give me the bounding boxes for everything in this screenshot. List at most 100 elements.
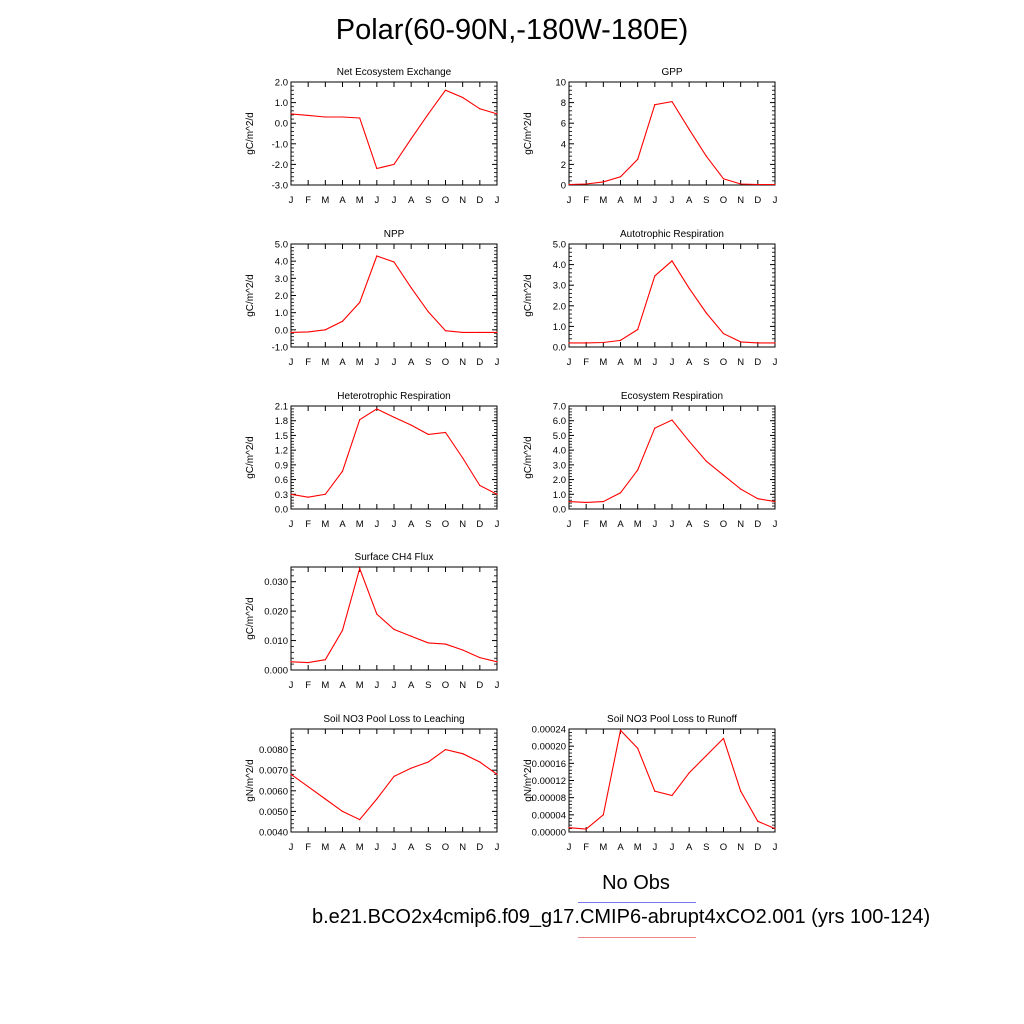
- y-tick-label: 0.00016: [532, 759, 566, 770]
- x-tick-label: A: [686, 842, 693, 853]
- data-point: [290, 113, 292, 115]
- x-tick-label: J: [392, 680, 397, 691]
- x-tick-label: S: [425, 519, 431, 530]
- data-point: [341, 810, 344, 813]
- y-tick-label: 5.0: [275, 240, 288, 251]
- y-tick-label: 8: [561, 98, 566, 109]
- y-tick-label: -1.0: [272, 139, 288, 150]
- y-tick-label: 0.0040: [259, 828, 288, 839]
- x-tick-label: J: [495, 357, 500, 368]
- data-point: [359, 567, 361, 570]
- data-point: [757, 183, 759, 186]
- plot-frame: [568, 81, 776, 186]
- y-tick-label: 0.00000: [532, 828, 566, 839]
- x-tick-label: F: [305, 195, 311, 206]
- data-point: [479, 108, 481, 110]
- x-tick-label: N: [737, 842, 744, 853]
- y-tick-label: 3.0: [553, 460, 566, 471]
- x-tick-label: D: [754, 195, 761, 206]
- data-point: [602, 814, 604, 816]
- data-point: [307, 786, 309, 788]
- data-point: [568, 827, 570, 829]
- chart-panel-4: Autotrophic Respiration gC/m^2/d 0.0 1.0 2.0…: [523, 229, 778, 368]
- y-tick-label: 1.8: [275, 416, 288, 427]
- x-tick-label: S: [703, 842, 709, 853]
- y-tick-label: 0.010: [264, 636, 288, 647]
- x-tick-label: N: [737, 519, 744, 530]
- x-tick-label: J: [567, 357, 572, 368]
- series-line: [290, 566, 498, 664]
- data-point: [393, 416, 395, 418]
- series-line: [568, 419, 776, 503]
- x-tick-label: M: [321, 519, 329, 530]
- x-tick-label: J: [495, 519, 500, 530]
- data-point: [496, 493, 498, 495]
- x-tick-label: M: [356, 195, 364, 206]
- data-point: [341, 320, 344, 322]
- x-tick-label: S: [703, 195, 709, 206]
- y-tick-label: 2.0: [553, 475, 566, 486]
- y-axis-label: gN/m^2/d: [523, 759, 534, 802]
- x-tick-label: A: [686, 357, 693, 368]
- y-tick-label: 0.0060: [259, 786, 288, 797]
- x-tick-label: D: [476, 842, 483, 853]
- data-point: [359, 419, 361, 421]
- x-tick-label: M: [356, 842, 364, 853]
- x-tick-label: N: [459, 680, 466, 691]
- data-point: [324, 493, 326, 495]
- data-point: [722, 178, 725, 180]
- series-line: [290, 255, 497, 333]
- x-tick-label: J: [567, 842, 572, 853]
- data-point: [688, 772, 690, 774]
- x-tick-label: F: [583, 842, 589, 853]
- data-point: [722, 474, 725, 476]
- y-tick-label: 0.00004: [532, 810, 566, 821]
- x-tick-label: J: [773, 842, 778, 853]
- data-point: [688, 128, 690, 130]
- data-point: [324, 659, 326, 661]
- data-point: [619, 339, 622, 342]
- data-point: [307, 662, 309, 664]
- data-point: [324, 329, 326, 331]
- data-point: [654, 427, 656, 429]
- x-tick-label: D: [476, 195, 483, 206]
- x-tick-label: M: [599, 519, 607, 530]
- data-point: [619, 176, 622, 178]
- x-tick-label: A: [617, 357, 624, 368]
- page-title: Polar(60-90N,-180W-180E): [335, 14, 689, 46]
- x-tick-label: J: [652, 842, 657, 853]
- x-tick-label: O: [442, 680, 449, 691]
- y-tick-label: 0.0: [275, 505, 288, 516]
- y-tick-label: 5.0: [553, 431, 566, 442]
- data-point: [393, 628, 395, 630]
- y-tick-label: 0.000: [264, 666, 288, 677]
- data-point: [688, 287, 690, 289]
- data-point: [585, 828, 587, 830]
- y-axis-label: gC/m^2/d: [523, 274, 534, 317]
- y-tick-label: 2: [561, 160, 566, 171]
- legend-case-label: b.e21.BCO2x4cmip6.f09_g17.CMIP6-abrupt4x…: [312, 906, 931, 928]
- x-tick-label: J: [374, 195, 379, 206]
- data-point: [462, 457, 464, 459]
- x-tick-label: A: [617, 195, 624, 206]
- y-tick-label: 7.0: [553, 402, 566, 413]
- x-tick-label: J: [773, 195, 778, 206]
- y-tick-label: 1.0: [275, 308, 288, 319]
- data-point: [585, 183, 587, 185]
- series-line: [290, 749, 498, 821]
- y-tick-label: 0.0070: [259, 766, 288, 777]
- data-point: [376, 798, 378, 800]
- data-point: [496, 661, 498, 663]
- x-tick-label: D: [754, 842, 761, 853]
- x-tick-label: J: [374, 357, 379, 368]
- chart-panel-5: Heterotrophic Respiration gC/m^2/d 0.0 0.3 0…: [245, 391, 500, 530]
- x-tick-label: A: [686, 195, 693, 206]
- data-point: [359, 301, 361, 303]
- y-tick-label: 0: [561, 181, 566, 192]
- data-point: [654, 104, 656, 106]
- y-tick-label: 4: [561, 139, 566, 150]
- data-point: [602, 501, 604, 503]
- data-point: [307, 331, 309, 333]
